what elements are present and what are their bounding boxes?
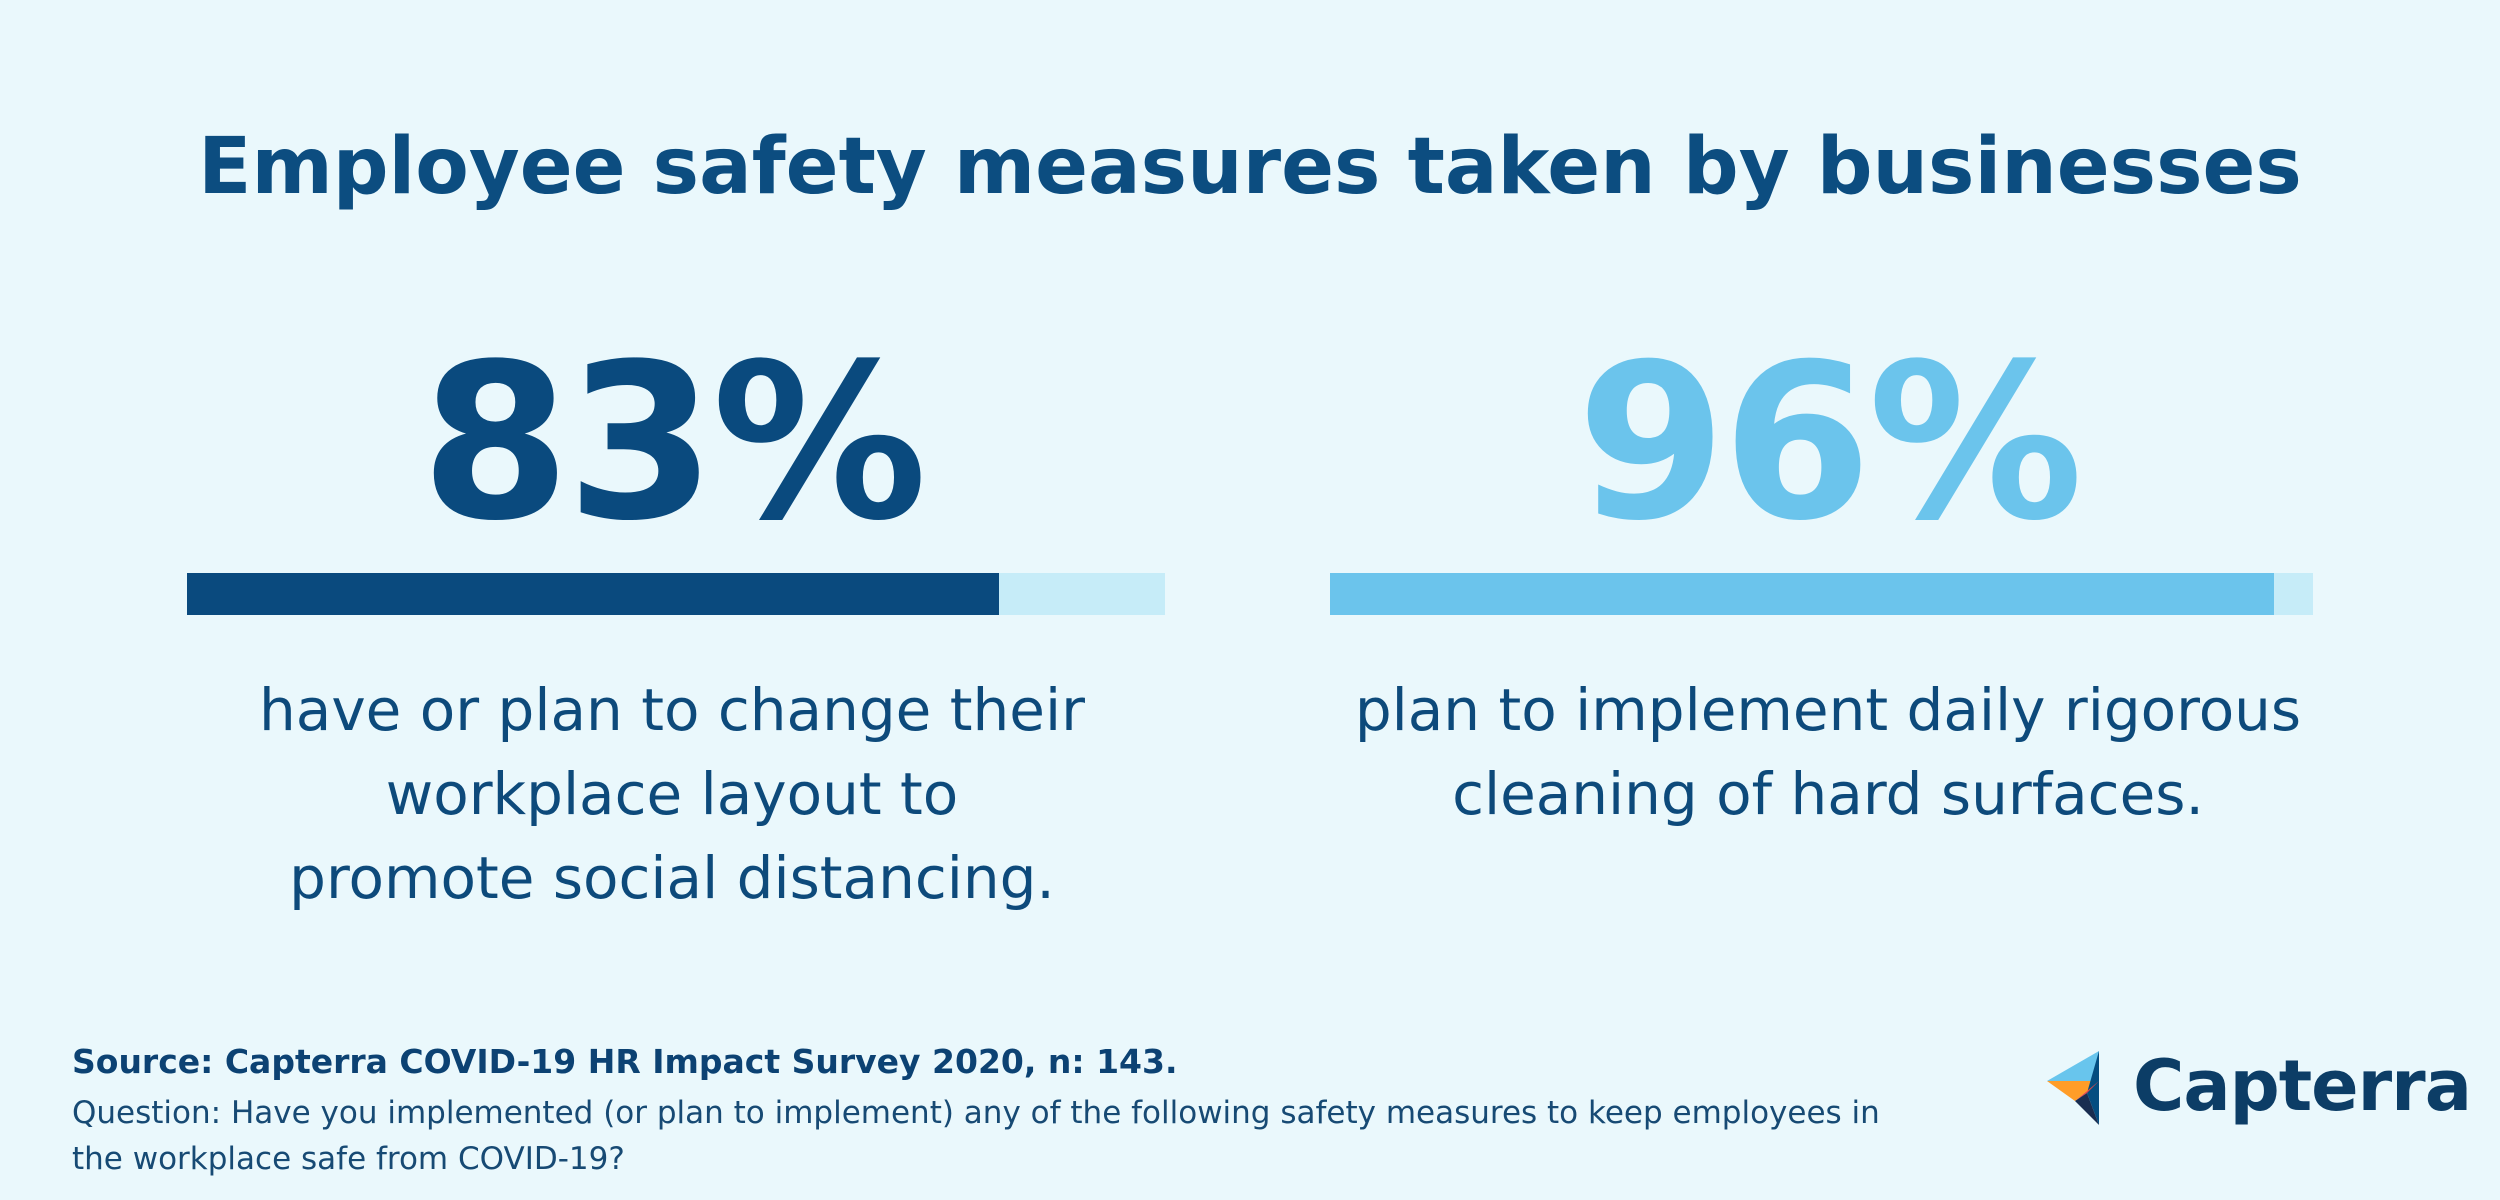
- stat-value-left: 83%: [420, 317, 928, 568]
- logo-wordmark: Capterra: [2133, 1045, 2472, 1127]
- stat-description-left: have or plan to change their workplace l…: [172, 668, 1172, 920]
- stat-description-line: workplace layout to: [385, 760, 959, 828]
- stat-description-line: have or plan to change their: [259, 676, 1085, 744]
- stat-description-line: promote social distancing.: [289, 844, 1055, 912]
- stat-description-right: plan to implement daily rigorous cleanin…: [1328, 668, 2328, 836]
- chart-title: Employee safety measures taken by busine…: [198, 122, 2302, 212]
- stat-description-line: plan to implement daily rigorous: [1354, 676, 2302, 744]
- question-line: the workplace safe from COVID-19?: [72, 1141, 625, 1177]
- capterra-logo: Capterra: [2045, 1043, 2472, 1133]
- stat-value-right: 96%: [1576, 317, 2084, 568]
- question-note: Question: Have you implemented (or plan …: [72, 1090, 1880, 1182]
- source-note: Source: Capterra COVID-19 HR Impact Surv…: [72, 1042, 1178, 1081]
- progress-track-right: [1330, 573, 2313, 615]
- progress-track-left: [187, 573, 1165, 615]
- stat-description-line: cleaning of hard surfaces.: [1452, 760, 2204, 828]
- question-line: Question: Have you implemented (or plan …: [72, 1095, 1880, 1131]
- progress-fill-left: [187, 573, 999, 615]
- capterra-arrow-icon: [2047, 1051, 2099, 1125]
- progress-fill-right: [1330, 573, 2274, 615]
